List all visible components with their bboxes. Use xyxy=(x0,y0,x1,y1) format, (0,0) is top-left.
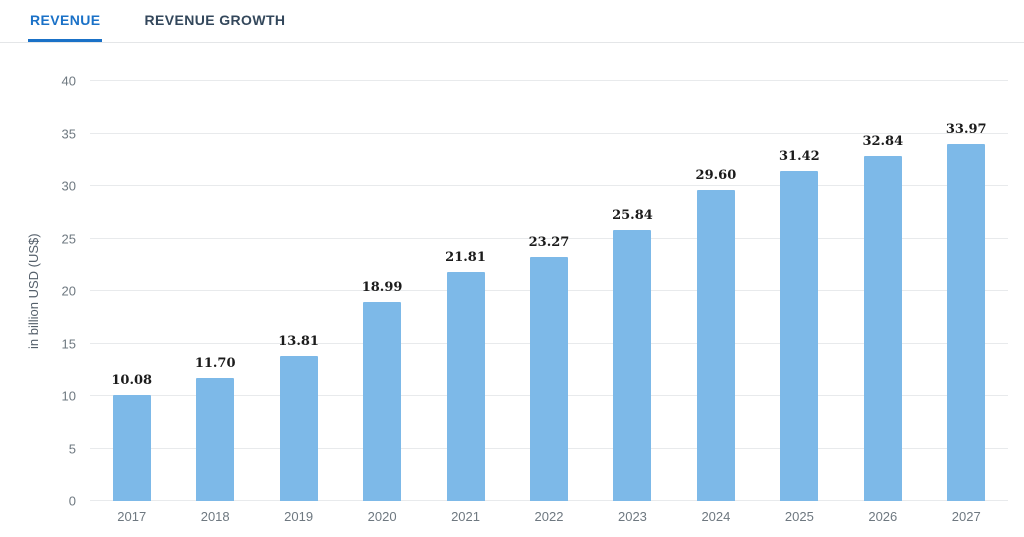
bar-value-label: 29.60 xyxy=(695,168,737,184)
y-tick-label: 5 xyxy=(68,441,76,456)
bar-slot: 21.81 xyxy=(424,81,507,501)
bar-2026[interactable] xyxy=(863,156,902,501)
bar-value-label: 11.70 xyxy=(194,356,236,372)
x-tick-label: 2026 xyxy=(868,509,898,524)
bar-2019[interactable] xyxy=(279,356,318,501)
x-tick-label: 2021 xyxy=(451,509,480,524)
y-tick-label: 40 xyxy=(61,73,76,89)
bar-slot: 13.81 xyxy=(257,81,340,501)
y-tick-label: 10 xyxy=(61,388,76,404)
x-tick-label: 2025 xyxy=(784,509,814,524)
x-tick-label: 2020 xyxy=(367,509,397,524)
bar-value-label: 32.84 xyxy=(862,134,904,150)
bar-slot: 25.84 xyxy=(591,81,674,501)
bar-value-label: 23.27 xyxy=(528,234,570,250)
bar-2023[interactable] xyxy=(613,229,652,501)
x-tick-label: 2017 xyxy=(117,509,147,524)
gridline xyxy=(90,237,1008,239)
bar-value-label: 13.81 xyxy=(278,334,319,349)
x-tick-label: 2022 xyxy=(534,509,564,524)
bar-2027[interactable] xyxy=(947,144,986,501)
bar-slot: 33.97 xyxy=(925,81,1008,501)
gridline xyxy=(90,80,1008,81)
tab-revenue-growth[interactable]: REVENUE GROWTH xyxy=(142,0,287,42)
bar-2025[interactable] xyxy=(780,171,819,501)
bars-container: 10.08 11.70 13.81 18.99 21.81 23.27 25.84 29.60… xyxy=(90,81,1008,501)
bar-slot: 29.60 xyxy=(674,81,757,501)
bar-value-label: 21.81 xyxy=(445,250,486,265)
gridline xyxy=(90,132,1008,134)
y-tick-label: 15 xyxy=(61,336,76,351)
bar-2024[interactable] xyxy=(696,190,735,501)
bar-2017[interactable] xyxy=(112,395,151,501)
bar-value-label: 18.99 xyxy=(361,279,403,295)
y-tick-label: 25 xyxy=(61,231,76,246)
bar-2022[interactable] xyxy=(529,256,568,501)
bar-slot: 23.27 xyxy=(507,81,590,501)
y-tick-label: 35 xyxy=(61,126,76,141)
bar-slot: 18.99 xyxy=(340,81,423,501)
plot-area: 10.08 11.70 13.81 18.99 21.81 23.27 25.84 29.60… xyxy=(90,80,1008,501)
x-tick-label: 2023 xyxy=(617,509,647,524)
bar-value-label: 31.42 xyxy=(778,149,820,165)
x-tick-label: 2018 xyxy=(200,509,230,524)
y-tick-label: 30 xyxy=(61,178,76,194)
bar-2018[interactable] xyxy=(196,378,235,501)
x-tick-label: 2024 xyxy=(701,509,731,524)
x-tick-label: 2019 xyxy=(284,509,314,524)
x-tick-label: 2027 xyxy=(951,509,981,524)
y-tick-label: 20 xyxy=(61,283,76,299)
bar-value-label: 10.08 xyxy=(111,373,153,389)
tab-bar: REVENUE REVENUE GROWTH xyxy=(0,0,1024,43)
bar-slot: 31.42 xyxy=(758,81,841,501)
tab-revenue-growth-label: REVENUE GROWTH xyxy=(144,11,286,28)
bar-2021[interactable] xyxy=(446,272,485,501)
bar-slot: 32.84 xyxy=(841,81,924,501)
bar-slot: 10.08 xyxy=(90,81,173,501)
bar-value-label: 33.97 xyxy=(945,122,987,138)
tab-revenue[interactable]: REVENUE xyxy=(28,0,103,42)
tab-revenue-label: REVENUE xyxy=(30,11,101,28)
y-axis: 0 5 10 15 20 25 30 35 40 xyxy=(0,74,76,509)
gridline xyxy=(90,185,1008,186)
bar-slot: 11.70 xyxy=(173,81,256,501)
x-axis: 2017 2018 2019 2020 2021 2022 2023 2024 2025 2026… xyxy=(90,509,1008,531)
bar-value-label: 25.84 xyxy=(612,207,653,223)
revenue-bar-chart: in billion USD (US$) 0 5 10 15 20 25 30 35 40 10… xyxy=(0,43,1024,537)
y-tick-label: 0 xyxy=(68,493,76,509)
bar-2020[interactable] xyxy=(363,301,402,501)
